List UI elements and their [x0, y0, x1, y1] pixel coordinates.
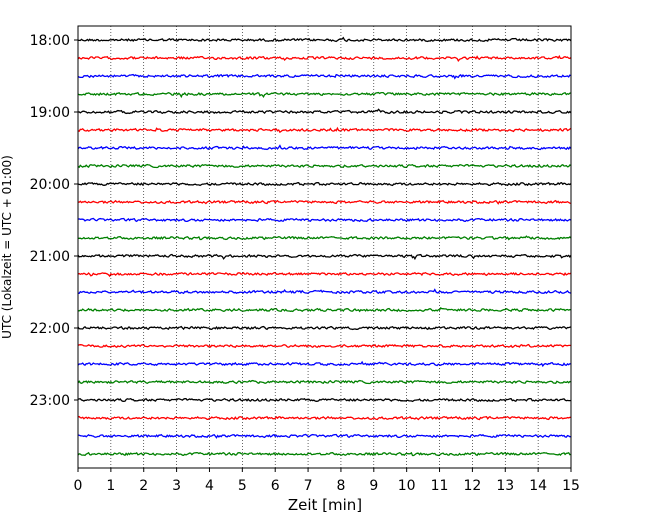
trace-line [77, 325, 572, 331]
trace-line [77, 415, 572, 421]
trace-line [77, 181, 572, 187]
x-tick-label: 12 [463, 478, 481, 494]
trace-line [77, 144, 572, 151]
vertical-gridlines [110, 26, 539, 468]
x-tick-label: 3 [172, 478, 181, 494]
trace-line [77, 271, 572, 278]
trace-line [77, 397, 572, 403]
x-tick-label: 2 [139, 478, 148, 494]
x-tick-label: 10 [398, 478, 416, 494]
trace-line [78, 235, 572, 241]
y-tick-label: 20:00 [30, 177, 70, 193]
x-axis-ticks: 0 1 2 3 4 5 6 7 8 9 10 11 12 13 14 15 [74, 468, 580, 494]
x-tick-label: 7 [304, 478, 313, 494]
x-tick-label: 8 [336, 478, 345, 494]
y-tick-label: 19:00 [30, 105, 70, 121]
trace-line [77, 73, 572, 80]
trace-line [77, 379, 572, 385]
trace-line [77, 360, 572, 368]
x-tick-label: 11 [431, 478, 449, 494]
plot-frame [77, 25, 572, 469]
trace-line [77, 91, 572, 99]
y-tick-label: 22:00 [30, 321, 70, 337]
x-tick-label: 13 [496, 478, 514, 494]
trace-line [77, 199, 572, 205]
x-tick-label: 5 [238, 478, 247, 494]
y-tick-label: 18:00 [30, 33, 70, 49]
y-tick-label: 21:00 [30, 249, 70, 265]
y-tick-label: 23:00 [30, 393, 70, 409]
trace-line [77, 343, 572, 349]
y-axis-label: UTC (Lokalzeit = UTC + 01:00) [0, 155, 14, 339]
trace-line [77, 433, 571, 439]
x-tick-label: 14 [529, 478, 547, 494]
trace-line [77, 163, 572, 169]
trace-line [78, 306, 571, 313]
x-tick-label: 1 [106, 478, 115, 494]
trace-line [77, 217, 572, 223]
x-tick-label: 4 [205, 478, 214, 494]
trace-line [77, 126, 572, 134]
x-tick-label: 15 [562, 478, 580, 494]
trace-line [77, 108, 572, 115]
trace-line [77, 253, 572, 261]
y-axis-ticks: 18:00 19:00 20:00 21:00 22:00 23:00 [30, 33, 78, 409]
x-tick-label: 9 [369, 478, 378, 494]
trace-line [77, 288, 572, 295]
x-tick-label: 6 [271, 478, 280, 494]
trace-line [77, 36, 572, 43]
trace-line [77, 54, 572, 62]
seismic-traces [77, 36, 572, 457]
trace-line [77, 451, 572, 457]
x-tick-label: 0 [74, 478, 83, 494]
x-axis-label: Zeit [min] [288, 496, 362, 514]
